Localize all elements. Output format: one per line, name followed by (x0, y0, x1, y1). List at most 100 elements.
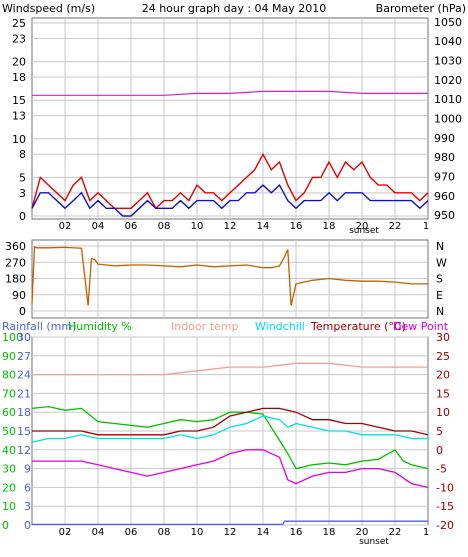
temperature-tick-label: -20 (436, 519, 454, 532)
barometer-tick-label: 1050 (434, 16, 462, 29)
wind-panel-time-ticks: 02 04 06 08 10 12 14 16 18 20 22 1 (59, 221, 430, 232)
time-tick-label: 08 (158, 221, 171, 232)
humidity-tick-label: 50 (2, 425, 16, 438)
temperature-panel-series (31, 362, 429, 526)
time-tick-label: 14 (257, 221, 270, 232)
time-tick-label: 10 (191, 527, 204, 538)
time-tick-label: 04 (92, 221, 105, 232)
graph-title: 24 hour graph day : 04 May 2010 (142, 2, 327, 15)
direction-tick-label: 0 (19, 305, 26, 318)
barometer-tick-label: 1040 (434, 35, 462, 48)
windspeed-tick-label: 10 (12, 133, 26, 146)
time-end-marker: 1 (423, 527, 429, 538)
windspeed-tick-label: 13 (12, 110, 26, 123)
rainfall-tick-label: 9 (24, 463, 31, 476)
barometer-tick-label: 1010 (434, 93, 462, 106)
time-tick-label: 12 (224, 221, 237, 232)
direction-degree-ticks: 0 90 180 270 360 (5, 240, 26, 318)
dewpoint-title: Dew Point (393, 320, 449, 333)
time-tick-label: 18 (323, 527, 336, 538)
humidity-tick-label: 70 (2, 387, 16, 400)
humidity-tick-label: 0 (2, 519, 9, 532)
windchill-title: Windchill (255, 320, 305, 333)
barometer-tick-label: 960 (434, 190, 455, 203)
indoor_temp-line (32, 362, 428, 376)
windspeed-tick-label: 23 (12, 32, 26, 45)
windspeed-tick-label: 20 (12, 56, 26, 69)
rainfall-tick-label: 0 (24, 519, 31, 532)
rainfall-tick-label: 24 (17, 369, 31, 382)
time-tick-label: 04 (92, 527, 105, 538)
dew_point-line (32, 449, 429, 489)
barometer-tick-label: 980 (434, 151, 455, 164)
time-tick-label: 06 (125, 527, 138, 538)
barometer-tick-label: 990 (434, 132, 455, 145)
time-tick-label: 08 (158, 527, 171, 538)
rainfall-tick-label: 18 (17, 406, 31, 419)
temperature-tick-label: 30 (436, 331, 450, 344)
direction-panel-series (31, 245, 428, 306)
barometer-tick-label: 1020 (434, 74, 462, 87)
compass-label: N (436, 240, 444, 253)
temperature-tick-label: 25 (436, 350, 450, 363)
compass-label: S (436, 273, 443, 286)
barometer-line (32, 90, 428, 96)
windspeed-axis-title: Windspeed (m/s) (2, 2, 95, 15)
humidity-axis-title: Humidity % (68, 320, 132, 333)
humidity-tick-label: 40 (2, 444, 16, 457)
humidity-tick-label: 80 (2, 369, 16, 382)
humidity-tick-label: 10 (2, 500, 16, 513)
direction-tick-label: 90 (12, 289, 26, 302)
rainfall-tick-label: 3 (24, 500, 31, 513)
temperature-tick-label: 0 (436, 444, 443, 457)
humidity-axis-ticks: 0 10 20 30 40 50 60 70 80 90 100 (2, 331, 23, 532)
rainfall-axis-title: Rainfall (mm) (2, 320, 76, 333)
wind-direction-line (31, 245, 428, 306)
temperature-tick-label: 20 (436, 369, 450, 382)
humidity-tick-label: 90 (2, 350, 16, 363)
time-tick-label: 16 (290, 527, 303, 538)
time-tick-label: 22 (389, 221, 402, 232)
sunset-label-bottom: sunset (359, 537, 389, 547)
temperature-panel-grid (32, 336, 428, 526)
barometer-tick-label: 950 (434, 209, 455, 222)
rainfall-tick-label: 21 (17, 387, 31, 400)
time-tick-label: 14 (257, 527, 270, 538)
time-tick-label: 22 (389, 527, 402, 538)
compass-label: W (436, 256, 447, 269)
windchill-line (31, 415, 428, 443)
humidity-tick-label: 30 (2, 463, 16, 476)
temperature-axis-ticks: -20 -15 -10 -5 0 5 10 15 20 25 30 (436, 331, 454, 532)
temperature-tick-label: 15 (436, 387, 450, 400)
time-tick-label: 12 (224, 527, 237, 538)
barometer-axis-ticks: 950 960 970 980 990 1000 1010 1020 1030 1040 1050 (434, 16, 462, 222)
barometer-axis-title: Barometer (hPa) (376, 2, 466, 15)
wind-panel-series (31, 90, 429, 217)
direction-tick-label: 180 (5, 273, 26, 286)
temperature-axis-title: Temperature (°C) (310, 320, 406, 333)
windspeed-tick-label: 15 (12, 94, 26, 107)
temperature-tick-label: 5 (436, 425, 443, 438)
windspeed-tick-label: 0 (19, 210, 26, 223)
humidity-tick-label: 60 (2, 406, 16, 419)
rainfall-tick-label: 30 (17, 331, 31, 344)
humidity-tick-label: 20 (2, 481, 16, 494)
time-tick-label: 16 (290, 221, 303, 232)
time-tick-label: 18 (323, 221, 336, 232)
windspeed-tick-label: 5 (19, 171, 26, 184)
rainfall-axis-ticks: 0 3 6 9 12 15 18 21 24 27 30 (17, 331, 31, 532)
sunset-label-top: sunset (349, 226, 379, 236)
direction-tick-label: 270 (5, 256, 26, 269)
time-tick-label: 20 (356, 221, 369, 232)
temperature-tick-label: -10 (436, 481, 454, 494)
windspeed-tick-label: 25 (12, 17, 26, 30)
indoor-temp-title: Indoor temp (171, 320, 238, 333)
rainfall-line (32, 520, 428, 526)
compass-label: E (436, 289, 443, 302)
avg_wind-line (31, 183, 429, 217)
barometer-tick-label: 1030 (434, 55, 462, 68)
